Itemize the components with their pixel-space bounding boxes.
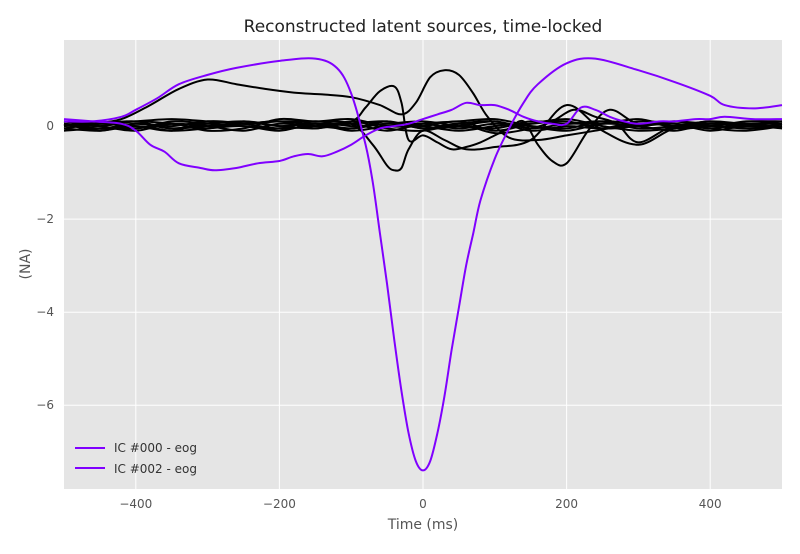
legend: IC #000 - eog IC #002 - eog [75,441,197,476]
tick-labels: −400 −200 0 200 400 0 −2 −4 −6 [36,119,721,511]
x-tick-label: 400 [699,497,722,511]
legend-label-ic000: IC #000 - eog [114,441,197,455]
y-tick-label: 0 [46,119,54,133]
data-lines [63,57,783,472]
x-axis-label: Time (ms) [387,517,459,533]
chart-title: Reconstructed latent sources, time-locke… [244,17,603,37]
series-line-ic-other-9 [63,117,783,132]
x-tick-label: −400 [119,497,152,511]
series-line-ic-002-eog [63,101,783,172]
x-tick-label: −200 [263,497,296,511]
y-tick-label: −6 [36,398,54,412]
series-line-ic-other-6 [63,120,783,130]
x-tick-label: 0 [419,497,427,511]
series-line-ic-000-eog [63,57,783,472]
y-axis-label: (NA) [18,249,34,280]
y-tick-label: −4 [36,305,54,319]
y-tick-label: −2 [36,212,54,226]
x-tick-label: 200 [555,497,578,511]
legend-label-ic002: IC #002 - eog [114,462,197,476]
series-line-ic-other-10 [63,118,783,132]
